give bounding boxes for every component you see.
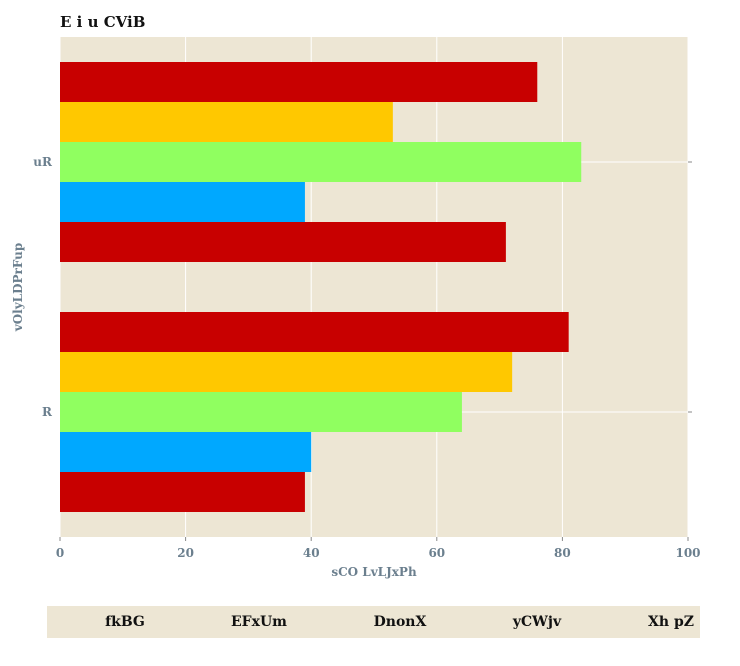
- y-axis-label: vOlyLDPrFup: [11, 243, 25, 333]
- legend-item: DnonX: [373, 614, 427, 630]
- bar: [60, 142, 582, 182]
- chart-title: E i u CViB: [60, 13, 145, 31]
- x-tick-label: 0: [56, 546, 64, 560]
- bar: [60, 182, 305, 222]
- bar: [60, 312, 569, 352]
- x-tick-label: 20: [177, 546, 194, 560]
- x-tick-label: 40: [303, 546, 320, 560]
- legend-item: fkBG: [105, 614, 145, 630]
- bars: [60, 62, 582, 512]
- bar-chart: E i u CViB 0 20 40 60 80 100 RuR sCO LvLJxPh …: [11, 13, 701, 579]
- legend-item: Xh pZ: [648, 614, 694, 630]
- bar: [60, 62, 538, 102]
- x-tick-label: 100: [675, 546, 700, 560]
- bar: [60, 222, 506, 262]
- legend-item: yCWjv: [512, 614, 562, 630]
- bar: [60, 392, 462, 432]
- x-tick-label: 80: [554, 546, 571, 560]
- x-tick-label: 60: [428, 546, 445, 560]
- legend: fkBG EFxUm DnonX yCWjv Xh pZ: [47, 606, 700, 638]
- y-axis-ticks: RuR: [33, 155, 692, 419]
- y-tick-label: uR: [33, 155, 53, 169]
- y-tick-label: R: [42, 405, 53, 419]
- x-axis-ticks: 0 20 40 60 80 100: [56, 537, 701, 560]
- legend-item: EFxUm: [231, 614, 287, 630]
- bar: [60, 102, 393, 142]
- bar: [60, 472, 305, 512]
- x-axis-label: sCO LvLJxPh: [331, 565, 417, 579]
- bar: [60, 352, 513, 392]
- bar: [60, 432, 312, 472]
